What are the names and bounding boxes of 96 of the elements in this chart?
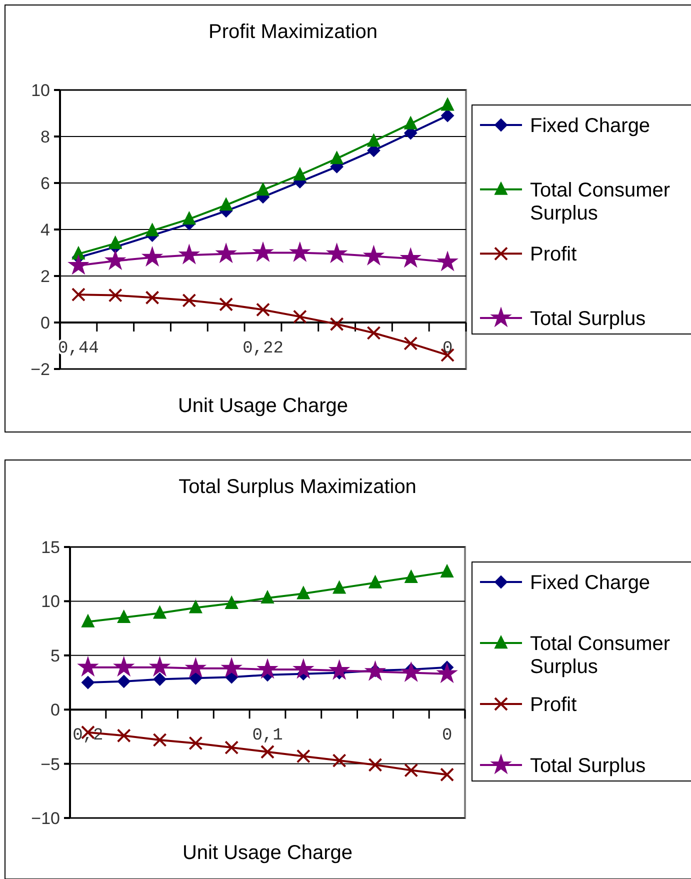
point (114, 657, 134, 676)
point (182, 212, 196, 225)
point (186, 658, 206, 677)
point (256, 182, 270, 196)
y-tick-label: 6 (40, 174, 50, 193)
point (441, 98, 454, 111)
point (329, 660, 350, 680)
point (153, 606, 166, 619)
point (189, 600, 202, 614)
point (441, 109, 454, 122)
point (81, 676, 94, 689)
point (440, 768, 454, 782)
point (260, 744, 274, 759)
y-tick-label: 0 (50, 700, 60, 720)
legend-label: Fixed Charge (530, 572, 650, 594)
point (145, 290, 160, 305)
point (332, 754, 346, 768)
point (365, 661, 386, 680)
point (404, 570, 418, 583)
point (293, 167, 306, 180)
point (146, 223, 159, 236)
y-tick-label: −10 (31, 808, 60, 828)
point (81, 614, 94, 628)
y-tick-label: 10 (31, 80, 50, 100)
y-tick-label: −2 (30, 360, 50, 379)
y-tick-label: 4 (40, 220, 50, 240)
point (296, 749, 310, 764)
point (404, 116, 418, 130)
y-tick-label: 2 (40, 266, 50, 286)
point (219, 297, 234, 312)
point (330, 317, 344, 332)
legend-label: Total Surplus (530, 308, 646, 330)
point (152, 732, 167, 747)
legend-label: Total Consumer Surplus (530, 179, 670, 224)
point (258, 659, 278, 678)
legend-label: Profit (530, 244, 578, 266)
legend-label: Fixed Charge (530, 115, 650, 137)
point (189, 672, 202, 685)
point (222, 658, 242, 677)
point (153, 672, 166, 686)
point (68, 255, 88, 274)
point (216, 244, 236, 262)
point (437, 664, 457, 682)
y-tick-label: 15 (41, 538, 60, 557)
point (368, 575, 382, 588)
point (71, 288, 86, 302)
point (106, 250, 126, 270)
point (296, 586, 310, 600)
point (401, 662, 421, 682)
point (256, 302, 270, 317)
chart-title: Profit Maximization (208, 21, 378, 43)
point (117, 674, 130, 688)
point (367, 134, 380, 147)
point (150, 657, 170, 676)
point (225, 596, 238, 609)
point (330, 151, 344, 164)
point (182, 293, 196, 308)
point (108, 236, 122, 250)
legend-label: Profit (530, 694, 578, 716)
point (261, 590, 274, 604)
x-tick-label: 0,22 (242, 340, 284, 358)
point (438, 252, 458, 270)
point (368, 758, 382, 772)
point (142, 247, 162, 266)
point (253, 242, 273, 262)
x-tick-label: 0 (442, 726, 452, 746)
x-axis-title: Unit Usage Charge (182, 842, 353, 864)
point (404, 336, 418, 350)
point (332, 580, 346, 594)
point (294, 659, 314, 678)
x-axis-title: Unit Usage Charge (178, 395, 348, 417)
y-tick-label: 8 (40, 127, 50, 146)
point (366, 326, 381, 340)
point (78, 657, 98, 676)
chart-title: Total Surplus Maximization (178, 476, 416, 498)
point (400, 248, 420, 267)
point (117, 610, 130, 624)
point (188, 736, 203, 750)
point (179, 244, 200, 264)
legend-label: Total Surplus (530, 755, 646, 777)
legend-label: Total Consumer Surplus (530, 633, 670, 678)
point (292, 310, 307, 324)
x-tick-label: 0,1 (252, 726, 283, 746)
point (326, 244, 347, 262)
y-tick-label: 5 (50, 646, 60, 666)
point (220, 198, 233, 211)
point (404, 763, 418, 778)
y-tick-label: 10 (41, 592, 60, 612)
y-tick-label: −5 (40, 754, 60, 774)
point (116, 728, 131, 743)
point (290, 242, 310, 262)
y-tick-label: 0 (40, 313, 50, 332)
point (108, 288, 122, 302)
point (364, 246, 384, 265)
point (440, 564, 454, 578)
point (224, 740, 239, 755)
